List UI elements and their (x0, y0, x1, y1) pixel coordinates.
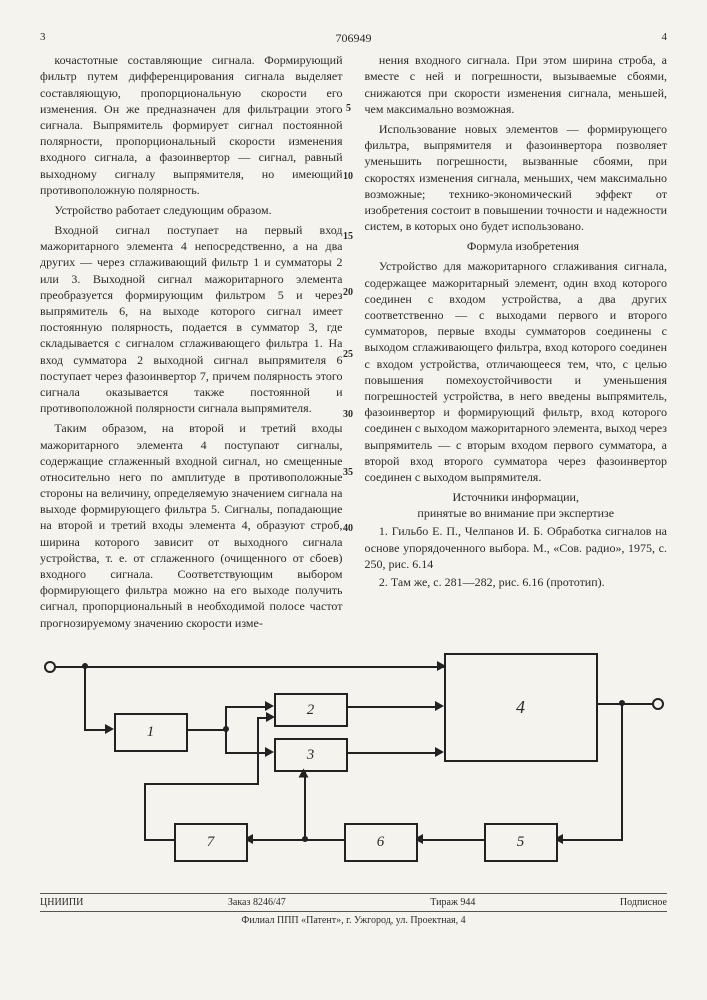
header-row: 3 706949 4 (40, 30, 667, 46)
line-marker: 10 (343, 170, 353, 184)
wire (257, 717, 259, 785)
left-column: кочастотные составляющие сигнала. Формир… (40, 52, 343, 635)
paragraph: кочастотные составляющие сигнала. Формир… (40, 52, 343, 198)
arrow-right-icon (435, 747, 444, 757)
wire (144, 783, 146, 841)
block-7: 7 (174, 823, 248, 862)
paragraph: Устройство работает следующим образом. (40, 202, 343, 218)
wire (225, 706, 227, 754)
footer-sub: Подписное (620, 896, 667, 910)
wire (621, 703, 623, 841)
text-columns: 5 10 15 20 25 30 35 40 кочастотные соста… (40, 52, 667, 635)
line-marker: 40 (343, 522, 353, 536)
footer-tirazh: Тираж 944 (430, 896, 475, 910)
paragraph: Использование новых элементов — формирую… (365, 121, 668, 234)
wire (596, 703, 654, 705)
block-3: 3 (274, 738, 348, 772)
paragraph: Входной сигнал поступает на первый вход … (40, 222, 343, 416)
line-marker: 25 (343, 348, 353, 362)
arrow-right-icon (265, 701, 274, 711)
right-column: нения входного сигнала. При этом ширина … (365, 52, 668, 635)
footer-bar: ЦНИИПИ Заказ 8246/47 Тираж 944 Подписное (40, 893, 667, 913)
line-marker: 30 (343, 408, 353, 422)
footer-order: Заказ 8246/47 (228, 896, 286, 910)
wire (225, 706, 268, 708)
wire (144, 839, 174, 841)
line-marker: 15 (343, 230, 353, 244)
paragraph: Таким образом, на второй и третий входы … (40, 420, 343, 630)
paragraph: Устройство для мажоритарного сглаживания… (365, 258, 668, 485)
line-marker: 35 (343, 466, 353, 480)
wire (304, 770, 306, 838)
reference: 2. Там же, с. 281—282, рис. 6.16 (протот… (365, 574, 668, 590)
arrow-up-icon (298, 768, 308, 777)
paragraph: нения входного сигнала. При этом ширина … (365, 52, 668, 117)
wire (556, 839, 623, 841)
block-diagram: 1 2 3 4 5 6 7 (44, 653, 664, 883)
wire (186, 729, 226, 731)
doc-number: 706949 (46, 30, 662, 46)
wire (54, 666, 444, 668)
footer-address: Филиал ППП «Патент», г. Ужгород, ул. Про… (40, 914, 667, 928)
wire (225, 752, 268, 754)
arrow-right-icon (105, 724, 114, 734)
arrow-right-icon (266, 712, 275, 722)
wire (144, 783, 259, 785)
arrow-right-icon (435, 701, 444, 711)
wire (346, 752, 438, 754)
wire (246, 839, 344, 841)
output-terminal-icon (652, 698, 664, 710)
block-1: 1 (114, 713, 188, 752)
wire (84, 666, 86, 731)
wire (416, 839, 484, 841)
refs-title: Источники информации, принятые во вниман… (365, 489, 668, 521)
line-marker: 20 (343, 286, 353, 300)
block-5: 5 (484, 823, 558, 862)
arrow-right-icon (265, 747, 274, 757)
references: Источники информации, принятые во вниман… (365, 489, 668, 590)
block-6: 6 (344, 823, 418, 862)
formula-title: Формула изобретения (365, 238, 668, 254)
page-right: 4 (662, 30, 668, 45)
footer-org: ЦНИИПИ (40, 896, 83, 910)
line-marker: 5 (346, 102, 351, 116)
block-2: 2 (274, 693, 348, 727)
reference: 1. Гильбо Е. П., Челпанов И. Б. Обработк… (365, 523, 668, 572)
wire (346, 706, 438, 708)
block-4: 4 (444, 653, 598, 762)
